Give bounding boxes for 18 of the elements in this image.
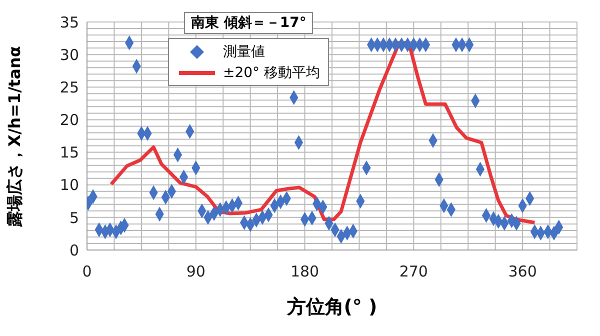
chart-title: 南東 傾斜＝－17°: [184, 12, 314, 34]
y-tick-label: 25: [60, 78, 79, 96]
x-tick-label: 0: [82, 262, 92, 281]
y-tick-label: 15: [60, 144, 79, 162]
x-tick-label: 180: [290, 262, 320, 281]
y-tick-label: 30: [60, 46, 79, 64]
y-axis-title: 露場広さ，X/h=1/tanα: [4, 46, 24, 226]
legend-label: ±20° 移動平均: [223, 64, 320, 82]
x-tick-label: 90: [186, 262, 206, 281]
y-tick-label: 5: [69, 208, 79, 227]
x-tick-label: 360: [508, 262, 537, 281]
legend-label: 測量値: [223, 42, 265, 60]
x-tick-label: 270: [399, 262, 428, 281]
x-axis-title: 方位角(° ): [286, 295, 378, 320]
y-tick-label: 0: [69, 241, 79, 260]
y-tick-label: 10: [60, 176, 79, 194]
y-tick-label: 35: [60, 13, 79, 32]
y-tick-label: 20: [60, 111, 79, 130]
